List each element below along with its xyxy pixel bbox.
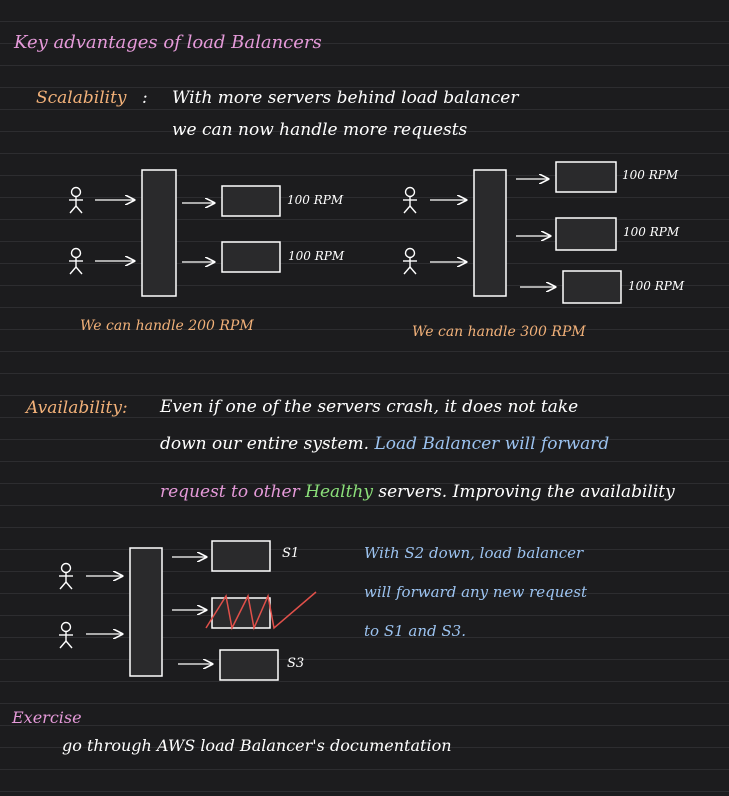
rpm-label: 100 RPM	[287, 193, 344, 207]
load-balancer	[473, 169, 507, 297]
rpm-label: 100 RPM	[622, 168, 679, 182]
server-box	[221, 185, 281, 217]
scalability-right-diagram	[402, 161, 622, 304]
scalability-line-2: we can now handle more requests	[172, 120, 468, 140]
availability-line-2-b: Load Balancer will forward	[374, 434, 610, 454]
scalability-left-diagram	[68, 169, 281, 297]
server-box	[562, 270, 622, 304]
availability-line-3-b: Healthy	[305, 482, 373, 502]
availability-line-2: down our entire system. Load Balancer wi…	[160, 434, 609, 454]
load-balancer	[141, 169, 177, 297]
user-icon	[58, 562, 74, 590]
left-capacity-caption: We can handle 200 RPM	[80, 318, 254, 334]
crashed-scribble	[205, 591, 317, 631]
availability-line-3-a: request to other	[160, 482, 300, 502]
server-label-s1: S1	[282, 546, 300, 561]
scalability-colon: :	[142, 88, 148, 108]
exercise-text: go through AWS load Balancer's documenta…	[62, 736, 452, 755]
server-box	[555, 161, 617, 193]
user-icon	[68, 247, 84, 275]
availability-note-1: With S2 down, load balancer	[364, 544, 584, 562]
user-icon	[402, 186, 418, 214]
availability-note-2: will forward any new request	[364, 583, 587, 601]
availability-diagram	[58, 540, 317, 681]
user-icon	[68, 186, 84, 214]
server-label-s3: S3	[287, 656, 305, 671]
load-balancer	[129, 547, 163, 677]
user-icon	[58, 621, 74, 649]
rpm-label: 100 RPM	[623, 225, 680, 239]
server-box	[555, 217, 617, 251]
server-s1	[211, 540, 271, 572]
availability-note-3: to S1 and S3.	[364, 622, 466, 640]
rpm-label: 100 RPM	[288, 249, 345, 263]
scalability-heading: Scalability	[36, 88, 127, 108]
server-box	[221, 241, 281, 273]
availability-line-1: Even if one of the servers crash, it doe…	[160, 397, 579, 417]
rpm-label: 100 RPM	[628, 279, 685, 293]
page-title: Key advantages of load Balancers	[14, 32, 322, 53]
exercise-heading: Exercise	[12, 708, 82, 727]
right-capacity-caption: We can handle 300 RPM	[412, 324, 586, 340]
user-icon	[402, 247, 418, 275]
server-s3	[219, 649, 279, 681]
availability-line-2-a: down our entire system.	[160, 434, 370, 454]
availability-line-3-c: servers. Improving the availability	[378, 482, 675, 502]
scalability-line-1: With more servers behind load balancer	[172, 88, 519, 108]
availability-heading: Availability:	[26, 398, 128, 418]
availability-line-3: request to other Healthy servers. Improv…	[160, 482, 675, 502]
